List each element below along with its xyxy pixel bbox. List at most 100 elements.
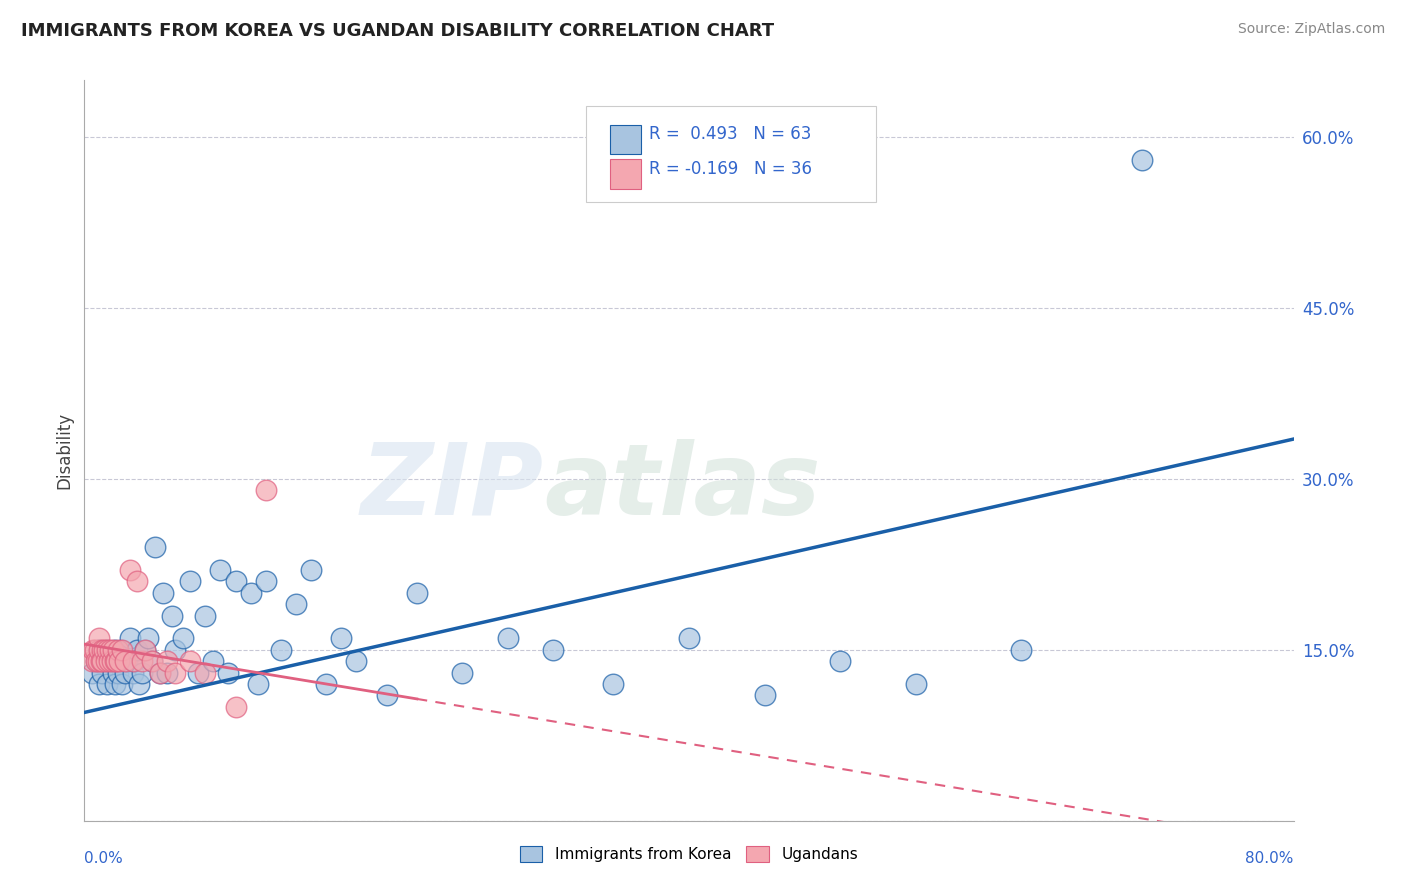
Point xyxy=(90,654,112,668)
Point xyxy=(122,654,145,668)
Point xyxy=(89,677,111,691)
Point xyxy=(172,632,194,646)
Point xyxy=(149,665,172,680)
Point xyxy=(285,597,308,611)
Point xyxy=(100,654,122,668)
Point xyxy=(451,665,474,680)
Point xyxy=(496,632,519,646)
Point xyxy=(104,642,127,657)
Point xyxy=(315,677,337,691)
Point xyxy=(107,665,129,680)
Point xyxy=(105,654,128,668)
Point xyxy=(406,586,429,600)
Point xyxy=(247,677,270,691)
Point xyxy=(131,665,153,680)
Point xyxy=(131,654,153,668)
Text: R = -0.169   N = 36: R = -0.169 N = 36 xyxy=(650,161,813,178)
Point xyxy=(86,654,108,668)
Point xyxy=(179,574,201,589)
Point xyxy=(86,654,108,668)
Point xyxy=(270,642,292,657)
Point xyxy=(96,642,118,657)
Point xyxy=(111,677,134,691)
Point xyxy=(100,654,122,668)
Point xyxy=(156,654,179,668)
Point xyxy=(239,586,262,600)
Point xyxy=(96,677,118,691)
Point xyxy=(111,642,134,657)
Point xyxy=(104,677,127,691)
Point xyxy=(114,654,136,668)
Point xyxy=(91,665,114,680)
Point xyxy=(127,574,149,589)
Point xyxy=(217,665,239,680)
Point xyxy=(165,665,187,680)
Point xyxy=(179,654,201,668)
Point xyxy=(225,699,247,714)
Point xyxy=(678,632,700,646)
Point xyxy=(152,586,174,600)
FancyBboxPatch shape xyxy=(586,106,876,202)
Point xyxy=(830,654,852,668)
Bar xyxy=(610,125,641,154)
Point xyxy=(108,654,131,668)
Point xyxy=(82,642,104,657)
Text: Source: ZipAtlas.com: Source: ZipAtlas.com xyxy=(1237,22,1385,37)
Legend: Immigrants from Korea, Ugandans: Immigrants from Korea, Ugandans xyxy=(513,840,865,869)
Point xyxy=(97,654,120,668)
Point xyxy=(156,665,179,680)
Point xyxy=(346,654,368,668)
Point xyxy=(89,632,111,646)
Point xyxy=(299,563,322,577)
Point xyxy=(104,654,127,668)
Point xyxy=(201,654,224,668)
Text: atlas: atlas xyxy=(544,439,820,536)
Point xyxy=(141,654,163,668)
Point xyxy=(107,642,129,657)
Point xyxy=(87,654,110,668)
Point xyxy=(115,654,138,668)
Point xyxy=(118,563,141,577)
Point xyxy=(136,632,159,646)
Point xyxy=(254,574,277,589)
Point xyxy=(1130,153,1153,167)
Point xyxy=(134,642,156,657)
Point xyxy=(194,665,217,680)
Point xyxy=(121,654,143,668)
Point xyxy=(91,654,114,668)
Point xyxy=(94,654,117,668)
Point xyxy=(145,541,167,555)
Bar xyxy=(610,160,641,189)
Point xyxy=(904,677,927,691)
Point xyxy=(1011,642,1033,657)
Text: IMMIGRANTS FROM KOREA VS UGANDAN DISABILITY CORRELATION CHART: IMMIGRANTS FROM KOREA VS UGANDAN DISABIL… xyxy=(21,22,775,40)
Point xyxy=(149,665,172,680)
Point xyxy=(160,608,183,623)
Point xyxy=(91,642,114,657)
Point xyxy=(225,574,247,589)
Y-axis label: Disability: Disability xyxy=(55,412,73,489)
Text: R =  0.493   N = 63: R = 0.493 N = 63 xyxy=(650,125,811,143)
Point xyxy=(141,654,163,668)
Point xyxy=(375,689,398,703)
Point xyxy=(80,665,103,680)
Point xyxy=(254,483,277,498)
Point xyxy=(89,642,111,657)
Point xyxy=(754,689,776,703)
Point xyxy=(194,608,217,623)
Point xyxy=(118,632,141,646)
Point xyxy=(209,563,232,577)
Point xyxy=(80,654,103,668)
Point xyxy=(128,677,150,691)
Point xyxy=(89,642,111,657)
Point xyxy=(134,642,156,657)
Point xyxy=(93,642,115,657)
Point xyxy=(112,654,135,668)
Point xyxy=(165,642,187,657)
Point xyxy=(110,642,132,657)
Point xyxy=(107,654,129,668)
Point xyxy=(121,665,143,680)
Point xyxy=(114,665,136,680)
Point xyxy=(602,677,624,691)
Point xyxy=(541,642,564,657)
